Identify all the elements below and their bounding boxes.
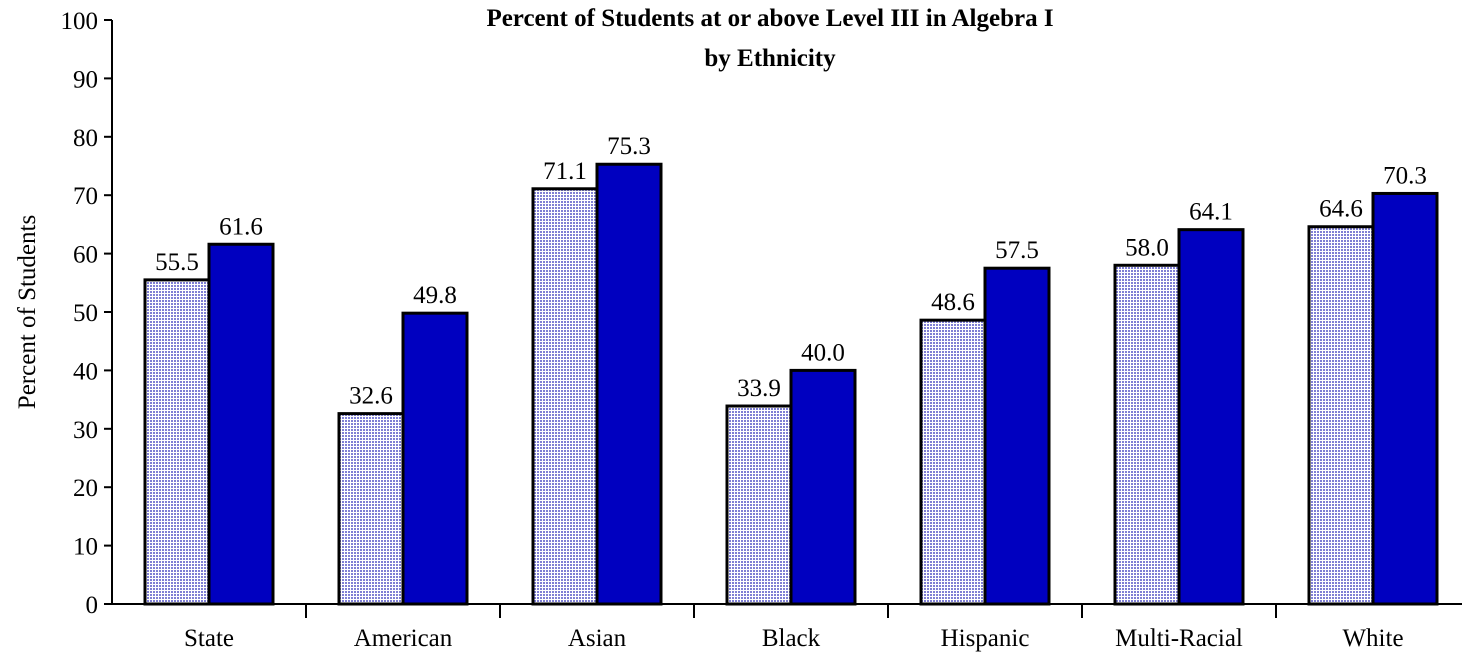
bar-series1-multi-racial [1113, 263, 1181, 606]
bar-series1-asian [531, 187, 599, 606]
y-tick-label: 40 [73, 358, 98, 385]
data-label: 57.5 [995, 237, 1039, 264]
x-tick-label: Hispanic [941, 625, 1030, 652]
bar-series1-american [337, 412, 405, 606]
bar-series2-multi-racial [1177, 228, 1245, 606]
bar-series2-american [401, 311, 469, 606]
x-tick-label: Black [762, 625, 821, 652]
bar-series2-black [789, 368, 857, 606]
x-tick-label: Multi-Racial [1115, 625, 1243, 652]
data-label: 40.0 [801, 339, 845, 366]
bar-series1-hispanic [919, 318, 987, 606]
data-label: 64.1 [1189, 199, 1233, 226]
bar-series2-white [1371, 191, 1439, 606]
data-label: 75.3 [607, 133, 651, 160]
data-label: 32.6 [349, 383, 393, 410]
data-label: 61.6 [219, 213, 263, 240]
data-label: 49.8 [413, 282, 457, 309]
chart-subtitle: by Ethnicity [704, 45, 836, 72]
y-tick-label: 50 [73, 300, 98, 327]
data-label: 33.9 [737, 375, 781, 402]
y-tick-label: 20 [73, 475, 98, 502]
y-tick-label: 30 [73, 417, 98, 444]
data-label: 58.0 [1125, 234, 1169, 261]
y-tick-label: 70 [73, 183, 98, 210]
data-label: 70.3 [1383, 162, 1427, 189]
data-label: 71.1 [543, 158, 587, 185]
y-tick-label: 90 [73, 66, 98, 93]
x-tick-label: American [354, 625, 453, 652]
x-tick-label: White [1342, 625, 1403, 652]
x-tick-label: State [184, 625, 234, 652]
chart-title: Percent of Students at or above Level II… [486, 5, 1053, 32]
data-label: 55.5 [155, 249, 199, 276]
y-tick-label: 0 [86, 592, 99, 619]
y-axis-label: Percent of Students [14, 215, 41, 409]
bar-series2-hispanic [983, 266, 1051, 606]
bar-series1-white [1307, 225, 1375, 606]
data-label: 48.6 [931, 289, 975, 316]
y-tick-label: 10 [73, 534, 98, 561]
y-tick-label: 60 [73, 242, 98, 269]
y-tick-label: 80 [73, 125, 98, 152]
data-label: 64.6 [1319, 196, 1363, 223]
y-tick-label: 100 [61, 8, 99, 35]
bar-series1-state [143, 278, 211, 606]
bar-series2-state [207, 242, 275, 606]
bar-series2-asian [595, 162, 663, 606]
bar-series1-black [725, 404, 793, 606]
x-tick-label: Asian [568, 625, 627, 652]
